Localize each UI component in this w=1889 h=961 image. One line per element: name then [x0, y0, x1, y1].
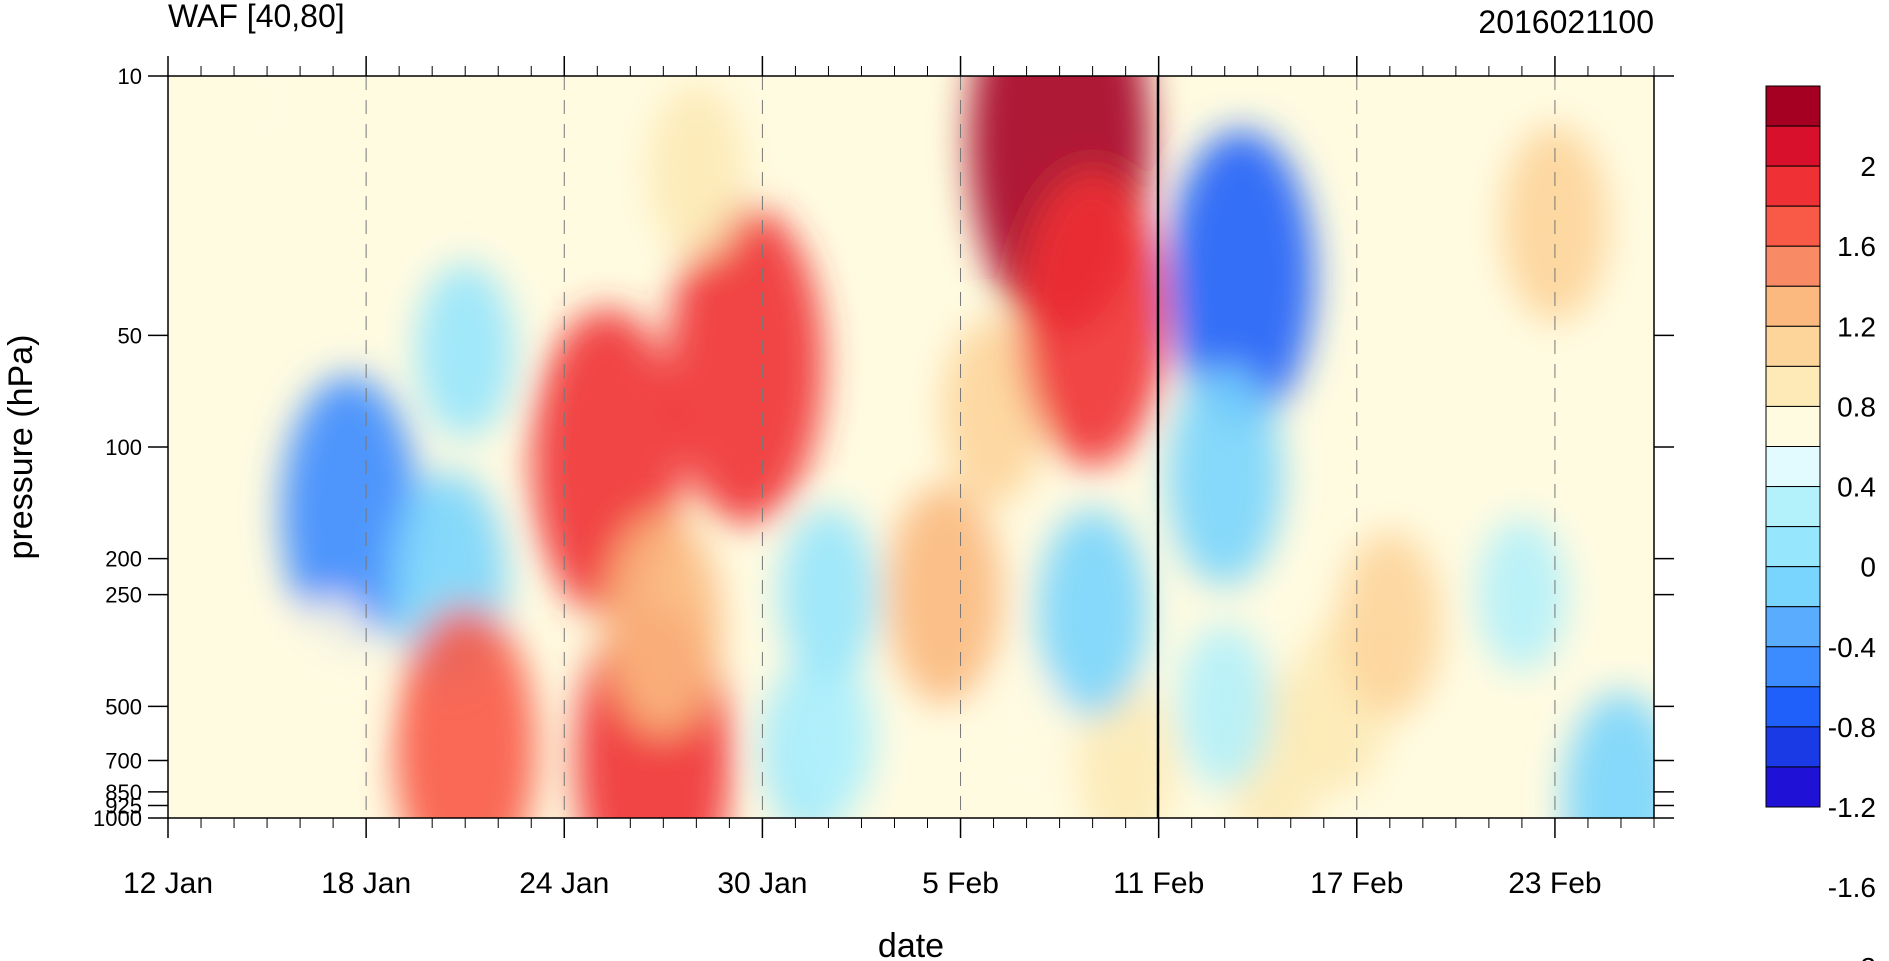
- x-tick-label: 17 Feb: [1310, 867, 1403, 900]
- colorbar-label: -2: [1851, 952, 1876, 961]
- anomaly-blob: [781, 653, 876, 818]
- colorbar-swatch: [1765, 85, 1821, 127]
- colorbar-swatch: [1765, 405, 1821, 448]
- colorbar-swatch: [1765, 646, 1821, 688]
- colorbar-label: -0.4: [1828, 632, 1876, 663]
- anomaly-blob: [668, 205, 824, 524]
- colorbar-swatch: [1765, 686, 1821, 728]
- anomaly-blob: [225, 76, 309, 174]
- anomaly-blob: [1338, 531, 1442, 718]
- colorbar: 2 1.6 1.2 0.8 0.4 0 -0.4 -0.8 -1.2 -1.6 -2: [1765, 85, 1876, 961]
- colorbar-label: 1.2: [1837, 311, 1876, 342]
- anomaly-blob: [1477, 518, 1567, 672]
- x-tick-label: 11 Feb: [1113, 867, 1204, 900]
- colorbar-swatch: [1765, 165, 1821, 207]
- anomaly-blob: [280, 375, 419, 650]
- colorbar-swatch: [1765, 446, 1821, 488]
- x-tick-label: 30 Jan: [717, 867, 807, 900]
- colorbar-swatch: [1765, 365, 1821, 407]
- colorbar-swatch: [1765, 285, 1821, 327]
- anomaly-blob: [1168, 129, 1315, 426]
- y-tick-label: 1000: [93, 806, 142, 831]
- chart-title-right: 2016021100: [1478, 4, 1654, 40]
- y-axis-label: pressure (hPa): [2, 335, 40, 560]
- anomaly-blob: [1177, 624, 1272, 789]
- y-tick-label: 700: [105, 749, 142, 774]
- x-axis-ticks: 12 Jan 18 Jan 24 Jan 30 Jan 5 Feb 11 Feb 17 Fe…: [123, 56, 1655, 900]
- anomaly-blob: [886, 485, 1002, 705]
- anomaly-blob: [416, 263, 515, 439]
- x-tick-label: 23 Feb: [1508, 867, 1601, 900]
- x-tick-label: 18 Jan: [321, 867, 411, 900]
- colorbar-label: 2: [1860, 151, 1876, 182]
- y-tick-label: 850: [105, 780, 142, 805]
- colorbar-swatch: [1765, 325, 1821, 367]
- colorbar-label: 0.4: [1837, 472, 1876, 503]
- y-tick-label: 10: [118, 64, 142, 89]
- anomaly-blob: [1166, 366, 1283, 586]
- colorbar-label: 0.8: [1837, 391, 1876, 422]
- colorbar-label: -1.6: [1828, 872, 1876, 903]
- colorbar-swatch: [1765, 566, 1821, 608]
- x-tick-label: 5 Feb: [922, 867, 999, 900]
- chart-title-left: WAF [40,80]: [168, 0, 345, 34]
- y-tick-label: 200: [105, 547, 142, 572]
- anomaly-blob: [289, 596, 377, 745]
- y-tick-label: 500: [105, 694, 142, 719]
- colorbar-label: -0.8: [1828, 712, 1876, 743]
- y-tick-label: 250: [105, 583, 142, 608]
- colorbar-swatch: [1765, 245, 1821, 287]
- colorbar-swatch: [1765, 606, 1821, 648]
- colorbar-label: 1.6: [1837, 231, 1876, 262]
- colorbar-swatch: [1765, 526, 1821, 568]
- y-tick-label: 100: [105, 435, 142, 460]
- plot-area: [168, 76, 1654, 818]
- anomaly-blob: [1563, 691, 1654, 818]
- colorbar-swatch: [1765, 766, 1821, 808]
- colorbar-swatch: [1765, 726, 1821, 768]
- y-tick-label: 925: [105, 793, 142, 818]
- y-tick-label: 50: [118, 323, 142, 348]
- anomaly-blob: [1037, 508, 1149, 717]
- anomaly-blob: [605, 514, 722, 734]
- colorbar-label: 0: [1860, 552, 1876, 583]
- anomaly-blob: [1019, 170, 1166, 467]
- x-axis-label: date: [878, 927, 944, 961]
- anomaly-blob: [779, 507, 878, 683]
- colorbar-swatch: [1765, 205, 1821, 247]
- contour-field: [225, 76, 1654, 818]
- anomaly-blob: [981, 672, 1072, 818]
- colorbar-swatch: [1765, 125, 1821, 167]
- x-tick-label: 12 Jan: [123, 867, 213, 900]
- colorbar-label: -1.2: [1828, 792, 1876, 823]
- anomaly-blob: [394, 606, 537, 818]
- x-tick-label: 24 Jan: [519, 867, 609, 900]
- anomaly-blob: [942, 318, 1045, 505]
- anomaly-blob: [647, 83, 746, 259]
- colorbar-swatch: [1765, 486, 1821, 528]
